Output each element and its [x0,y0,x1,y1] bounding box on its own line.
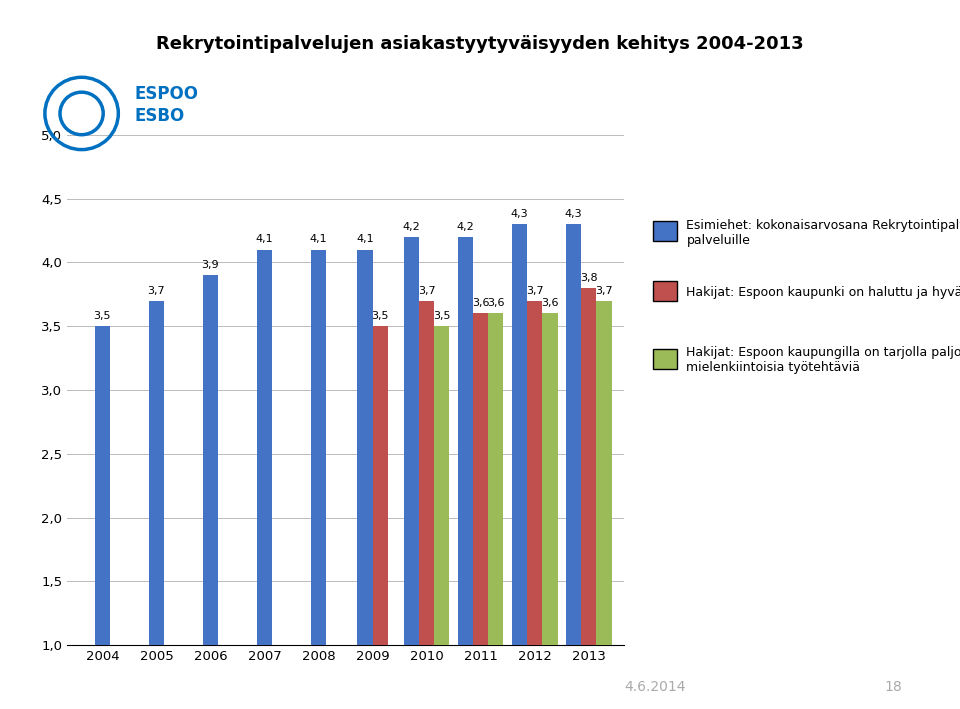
Bar [489,313,503,645]
Text: 18: 18 [885,680,902,694]
Text: 4,1: 4,1 [255,235,274,245]
Text: Hakijat: Espoon kaupungilla on tarjolla paljon
mielenkiintoisia työtehtäviä: Hakijat: Espoon kaupungilla on tarjolla … [686,346,960,374]
Text: 4,2: 4,2 [457,222,474,232]
Text: 3,6: 3,6 [541,298,559,308]
Text: 4,3: 4,3 [511,209,529,219]
Text: 3,6: 3,6 [472,298,490,308]
Text: 3,5: 3,5 [433,311,450,321]
Bar [473,313,489,645]
Text: 3,7: 3,7 [148,286,165,296]
Bar [596,301,612,645]
Bar [311,250,326,645]
Bar [149,301,164,645]
Text: 3,7: 3,7 [526,286,543,296]
Text: Rekrytointipalvelujen asiakastyytyväisyyden kehitys 2004-2013: Rekrytointipalvelujen asiakastyytyväisyy… [156,35,804,53]
Bar [257,250,272,645]
Text: 3,7: 3,7 [418,286,436,296]
Bar [527,301,542,645]
Text: 3,9: 3,9 [202,260,219,270]
Text: 3,8: 3,8 [580,273,598,283]
Bar [357,250,372,645]
Bar [434,326,449,645]
Text: 4,2: 4,2 [402,222,420,232]
Text: 4,1: 4,1 [310,235,327,245]
Bar [203,275,218,645]
Bar [566,224,582,645]
Bar [95,326,109,645]
Text: 3,6: 3,6 [487,298,505,308]
Text: Esimiehet: kokonaisarvosana Rekrytointipalvelujen
palveluille: Esimiehet: kokonaisarvosana Rekrytointip… [686,218,960,247]
Text: 4,3: 4,3 [564,209,583,219]
Text: 3,5: 3,5 [372,311,389,321]
Bar [458,237,473,645]
Bar [420,301,434,645]
Text: 4.6.2014: 4.6.2014 [624,680,685,694]
Text: Hakijat: Espoon kaupunki on haluttu ja hyvätyönantaja: Hakijat: Espoon kaupunki on haluttu ja h… [686,286,960,299]
Bar [372,326,388,645]
Bar [542,313,558,645]
Bar [512,224,527,645]
Text: 3,7: 3,7 [595,286,612,296]
Text: ESPOO
ESBO: ESPOO ESBO [134,85,199,125]
Text: 4,1: 4,1 [356,235,373,245]
Text: 3,5: 3,5 [93,311,111,321]
Bar [404,237,420,645]
Bar [582,288,596,645]
